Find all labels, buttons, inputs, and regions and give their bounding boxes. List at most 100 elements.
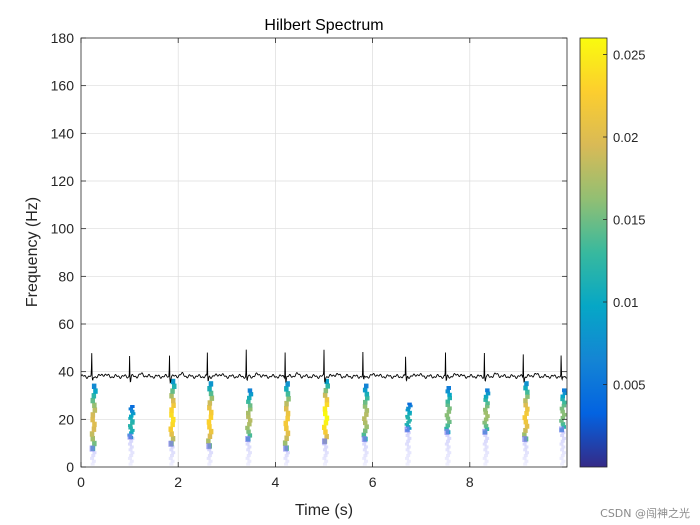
band-segment: [324, 415, 330, 421]
spectrum-band: [444, 386, 452, 466]
band-tail-segment: [561, 445, 566, 449]
band-segment: [405, 408, 411, 412]
band-tail-segment: [484, 445, 489, 449]
y-tick-label: 0: [66, 459, 74, 475]
band-segment: [559, 419, 564, 423]
band-tail-segment: [407, 436, 412, 440]
band-segment: [405, 425, 411, 428]
band-tail-segment: [560, 448, 565, 452]
band-segment: [322, 424, 327, 430]
band-segment: [246, 414, 251, 419]
spectrum-band: [245, 388, 254, 466]
band-segment: [406, 406, 411, 410]
spectrum-band: [404, 402, 413, 466]
band-segment: [362, 404, 368, 409]
band-tail-segment: [208, 459, 213, 463]
band-segment: [483, 398, 488, 402]
spectrum-band: [127, 405, 136, 466]
spectrum-band: [282, 381, 291, 466]
band-tail-segment: [207, 448, 212, 452]
band-segment: [364, 391, 370, 397]
band-segment: [207, 386, 212, 392]
band-blob: [361, 436, 367, 443]
band-tail-segment: [561, 431, 566, 435]
band-segment: [406, 421, 411, 424]
band-segment: [362, 416, 367, 421]
band-segment: [407, 419, 412, 422]
band-tail-segment: [445, 434, 450, 438]
ecg-overlay: [81, 349, 567, 384]
band-segment: [523, 402, 528, 408]
band-tail-segment: [485, 451, 490, 455]
band-segment: [247, 403, 253, 408]
x-tick-label: 4: [272, 474, 280, 490]
band-tail-segment: [484, 459, 489, 463]
band-tail-segment: [406, 439, 411, 443]
band-segment: [445, 403, 450, 407]
band-tail-segment: [447, 451, 452, 455]
band-segment: [208, 414, 214, 420]
band-segment: [562, 412, 567, 417]
band-segment: [562, 388, 567, 393]
band-segment: [525, 389, 530, 395]
y-tick-label: 60: [58, 316, 74, 332]
band-tail-segment: [90, 462, 95, 466]
band-tail-segment: [209, 451, 214, 455]
band-tail-segment: [90, 456, 95, 460]
band-segment: [92, 421, 97, 428]
band-segment: [209, 409, 214, 416]
band-tail-segment: [483, 454, 488, 458]
band-segment: [444, 426, 449, 431]
band-segment: [285, 410, 291, 417]
band-tail-segment: [483, 434, 488, 438]
colorbar-ticks: 0.005 0.01 0.015 0.02 0.025: [603, 48, 646, 393]
spectrum-band: [361, 383, 370, 466]
band-tail-segment: [404, 442, 409, 446]
band-segment: [92, 440, 97, 447]
band-tail-segment: [406, 459, 411, 463]
band-tail-segment: [92, 451, 97, 455]
watermark: CSDN @闯神之光: [600, 507, 690, 520]
band-segment: [130, 412, 136, 416]
band-tail-segment: [446, 454, 451, 458]
band-segment: [407, 410, 412, 414]
band-segment: [364, 408, 370, 413]
band-segment: [485, 391, 491, 396]
band-tail-segment: [524, 445, 529, 449]
band-segment: [128, 416, 133, 420]
band-tail-segment: [206, 456, 211, 460]
band-segment: [285, 430, 291, 437]
band-blob: [89, 445, 95, 452]
band-blob: [559, 426, 565, 433]
band-blob: [321, 438, 327, 445]
band-segment: [247, 422, 252, 427]
band-segment: [286, 396, 291, 402]
band-tail-segment: [446, 445, 451, 449]
band-segment: [447, 406, 452, 411]
band-segment: [483, 423, 489, 428]
x-tick-label: 2: [174, 474, 182, 490]
band-tail-segment: [524, 459, 529, 463]
band-segment: [523, 385, 528, 391]
band-segment: [129, 431, 134, 435]
x-tick-label: 6: [369, 474, 377, 490]
band-segment: [483, 407, 488, 412]
band-blob: [482, 428, 488, 435]
band-segment: [483, 411, 488, 415]
band-segment: [522, 432, 527, 438]
band-tail-segment: [483, 462, 488, 466]
spectrum-band: [89, 383, 98, 466]
band-tail-segment: [129, 459, 134, 463]
band-segment: [128, 407, 134, 411]
band-tail-segment: [523, 448, 528, 452]
colorbar-tick-label: 0.01: [613, 295, 638, 310]
band-tail-segment: [404, 456, 409, 460]
band-blob: [245, 436, 251, 443]
band-blob: [404, 426, 410, 433]
band-tail-segment: [405, 462, 410, 466]
band-segment: [405, 416, 411, 420]
band-tail-segment: [284, 462, 289, 466]
band-tail-segment: [284, 454, 289, 458]
band-segment: [363, 420, 368, 426]
